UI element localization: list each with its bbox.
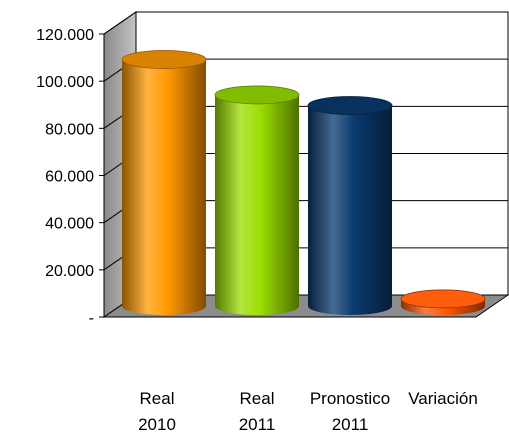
bar-top: [400, 289, 486, 309]
x-category-label: 2011: [332, 415, 369, 434]
bar-2: [307, 96, 393, 316]
x-category-label: Variación: [408, 389, 478, 408]
bar-0: [121, 50, 207, 315]
y-tick-label: 100.000: [36, 74, 94, 91]
gridline-side: [103, 11, 137, 35]
y-tick-label: 20.000: [45, 263, 94, 280]
y-tick-label: 80.000: [45, 121, 94, 138]
bar-body: [122, 59, 206, 315]
x-category-label: 2010: [138, 415, 176, 434]
x-category-label: Real: [240, 389, 275, 408]
x-category-label: Real: [140, 389, 175, 408]
bar-top: [307, 96, 393, 115]
bars: [121, 50, 486, 316]
x-axis-labels: Real 2010 Real 2011 Pronostico 2011 Variación: [138, 389, 478, 434]
y-tick-label: 40.000: [45, 216, 94, 233]
bar-body: [215, 94, 299, 315]
bar-1: [214, 85, 300, 315]
x-category-label: 2011: [239, 415, 276, 434]
bar-top: [121, 50, 207, 69]
y-axis: - 20.000 40.000 60.000 80.000 100.000 120.000: [36, 27, 105, 327]
y-tick-label: 60.000: [45, 169, 94, 186]
y-tick-label: -: [89, 310, 94, 327]
x-category-label: Pronostico: [310, 389, 390, 408]
bar-3: [400, 289, 486, 315]
bar-body: [308, 105, 392, 316]
y-tick-label: 120.000: [36, 27, 94, 44]
bar-top: [214, 85, 300, 105]
